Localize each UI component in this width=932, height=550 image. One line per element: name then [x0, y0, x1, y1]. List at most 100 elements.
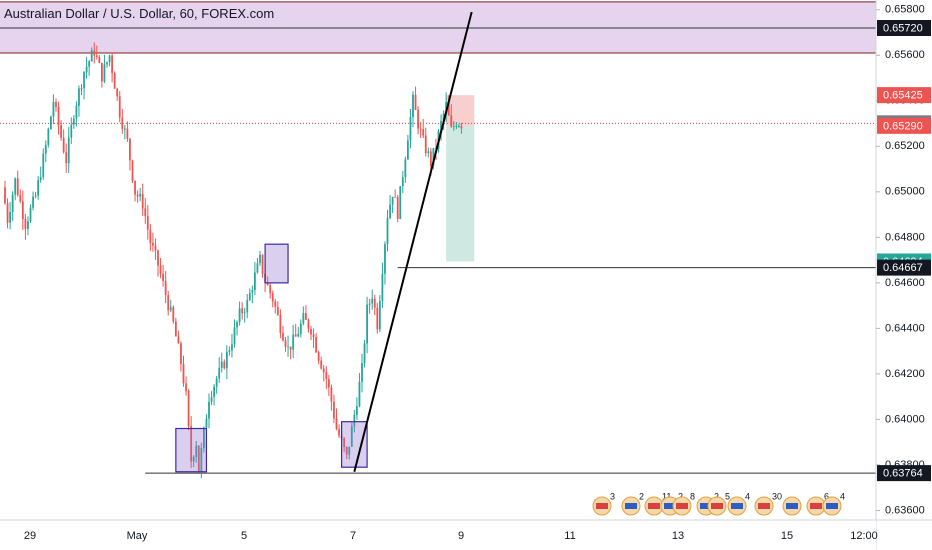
candle-body [144, 208, 147, 217]
candle-body [256, 263, 259, 273]
candle-body [327, 378, 330, 388]
event-flag-stripe [676, 503, 688, 509]
candle-body [6, 203, 9, 223]
event-count: 2 [678, 491, 683, 501]
resistance-zone [0, 1, 876, 54]
candle-body [412, 94, 414, 118]
pattern-box-2[interactable] [264, 243, 289, 284]
candle-body [70, 124, 73, 138]
time-tick-label: 29 [24, 530, 36, 542]
candle-body [101, 62, 103, 82]
time-tick-label: 5 [241, 530, 247, 542]
candle-body [185, 383, 187, 392]
candle-body [108, 55, 111, 63]
candle-body [274, 301, 277, 307]
event-count: 30 [772, 491, 782, 501]
candle-body [95, 55, 98, 57]
event-flag-stripe [758, 503, 770, 509]
candle-body [88, 61, 91, 67]
pattern-box-1[interactable] [175, 427, 208, 473]
price-tick-label: 0.65000 [885, 186, 925, 198]
candle-body [75, 105, 78, 119]
candle-body [447, 101, 450, 116]
time-tick-label: May [127, 530, 148, 542]
candle-body [37, 180, 40, 196]
candle-body [325, 372, 328, 379]
candle-body [113, 73, 116, 89]
event-count: 6 [824, 491, 829, 501]
candle-body [251, 290, 254, 293]
candle-body [27, 221, 29, 229]
event-flag-stripe [664, 503, 676, 509]
candle-body [261, 254, 264, 274]
time-axis[interactable] [0, 520, 876, 550]
candle-body [373, 298, 376, 308]
candle-body [350, 426, 353, 447]
candle-body [78, 88, 80, 106]
pattern-box-3[interactable] [341, 421, 368, 468]
candle-body [213, 386, 215, 398]
candle-body [190, 426, 193, 462]
candle-body [317, 352, 320, 361]
candle-body [154, 245, 157, 251]
event-flag-stripe [786, 503, 798, 509]
time-tick-label: 11 [564, 530, 575, 542]
candle-body [200, 447, 203, 472]
candle-body [180, 343, 182, 365]
candle-body [164, 280, 167, 296]
candle-body [345, 447, 348, 455]
candle-body [149, 229, 152, 244]
candle-body [29, 207, 32, 222]
candle-body [208, 401, 210, 419]
candle-body [80, 88, 83, 90]
price-label: 0.65290 [883, 120, 923, 132]
candle-body [60, 125, 62, 138]
candle-body [241, 308, 244, 314]
candle-body [167, 295, 170, 311]
event-count: 5 [725, 491, 730, 501]
candle-body [231, 344, 233, 351]
candle-body [192, 456, 195, 462]
candle-body [376, 307, 379, 330]
candle-body [427, 151, 430, 154]
take-profit-zone[interactable] [446, 125, 475, 262]
candle-body [348, 446, 351, 455]
candle-body [363, 343, 366, 363]
candle-body [289, 346, 292, 350]
candle-body [182, 364, 185, 384]
candle-body [248, 292, 251, 301]
candle-body [9, 212, 11, 223]
price-tick-label: 0.65600 [885, 49, 925, 61]
candle-body [322, 368, 325, 373]
candle-body [396, 197, 399, 219]
candle-body [452, 126, 455, 128]
event-flag-stripe [711, 503, 723, 509]
candle-body [197, 445, 200, 472]
candle-body [284, 340, 287, 347]
price-tick-label: 0.64200 [885, 368, 925, 380]
candle-body [312, 334, 315, 338]
candle-body [271, 293, 274, 302]
candle-body [404, 159, 407, 178]
candle-body [218, 367, 221, 379]
candle-body [238, 308, 241, 322]
candle-body [39, 177, 42, 181]
candle-body [67, 137, 70, 164]
candle-body [123, 128, 126, 130]
candle-body [378, 300, 381, 330]
candle-body [302, 313, 305, 324]
candle-body [315, 337, 317, 353]
candle-body [93, 50, 96, 56]
event-count: 2 [714, 491, 719, 501]
price-label: 0.65425 [883, 90, 923, 102]
price-tick-label: 0.64400 [885, 322, 925, 334]
candle-body [139, 193, 142, 197]
candle-body [259, 254, 261, 264]
candle-body [32, 196, 34, 208]
candle-body [19, 194, 22, 202]
candle-body [47, 129, 50, 145]
candle-body [203, 427, 205, 448]
trendline[interactable] [353, 11, 473, 473]
candle-body [187, 391, 190, 427]
